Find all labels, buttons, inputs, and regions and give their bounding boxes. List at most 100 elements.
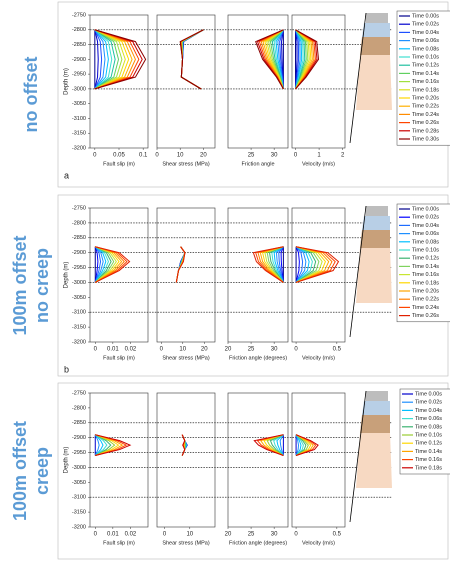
x-tick-label: 0.05 (113, 153, 125, 159)
legend-label: Time 0.20s (412, 288, 439, 294)
y-tick-label: -2950 (72, 450, 86, 456)
curve (181, 434, 186, 456)
plot-frame (227, 14, 289, 149)
y-tick-label: -3150 (72, 131, 86, 137)
y-tick-label: -2900 (72, 57, 86, 63)
curve (94, 434, 104, 456)
curve (295, 434, 304, 456)
curve (94, 29, 140, 90)
legend-label: Time 0.26s (412, 120, 439, 126)
curve (94, 29, 143, 90)
curve (180, 29, 204, 90)
y-tick-label: -3150 (72, 510, 86, 516)
legend-label: Time 0.16s (415, 457, 442, 463)
sketch-fault (349, 12, 367, 144)
sketch-fault (349, 390, 367, 523)
plot-frame (89, 207, 149, 343)
legend-box (396, 203, 450, 323)
plot-frame (227, 207, 289, 343)
row-label: creep (32, 447, 52, 495)
y-tick-label: -3000 (72, 465, 86, 471)
curve (263, 434, 284, 456)
x-tick-label: 25 (248, 347, 255, 353)
x-tick-label: 10 (186, 532, 193, 538)
y-tick-label: -2800 (72, 405, 86, 411)
legend-label: Time 0.28s (412, 128, 439, 134)
curve (94, 29, 106, 90)
y-tick-label: -2850 (72, 42, 86, 48)
x-tick-label: 2 (341, 153, 345, 159)
legend-label: Time 0.14s (412, 264, 439, 270)
legend-label: Time 0.06s (415, 416, 442, 422)
x-tick-label: 20 (201, 347, 208, 353)
curve (95, 434, 120, 456)
y-tick-label: -2750 (72, 205, 86, 211)
curve (94, 434, 108, 456)
plot-frame (291, 207, 346, 343)
plot-frame (291, 392, 346, 528)
curve (180, 29, 204, 90)
curve (266, 434, 284, 456)
x-axis-label: Friction angle (degrees) (229, 355, 287, 361)
curve (180, 29, 204, 90)
row-label: 100m offset (10, 421, 30, 521)
curve (94, 246, 99, 283)
legend-label: Time 0.12s (412, 63, 439, 69)
curve (94, 29, 113, 90)
curve (94, 29, 109, 90)
curve (295, 246, 317, 283)
curve (95, 434, 132, 457)
curve (280, 246, 284, 283)
y-tick-label: -3000 (72, 86, 86, 92)
geology-sketch (349, 390, 392, 523)
curve (94, 29, 130, 90)
x-axis-label: Fault slip (m) (103, 355, 135, 361)
y-tick-label: -3100 (72, 310, 86, 316)
curve (252, 246, 284, 283)
geology-sketch (349, 205, 392, 338)
curve (276, 434, 284, 456)
x-tick-label: 0 (155, 153, 159, 159)
y-tick-label: -3050 (72, 101, 86, 107)
curve (94, 246, 109, 283)
legend-label: Time 0.22s (412, 104, 439, 110)
y-tick-label: -3000 (72, 280, 86, 286)
x-axis-label: Shear stress (MPa) (162, 540, 210, 546)
legend-label: Time 0.08s (415, 424, 442, 430)
legend-label: Time 0.16s (412, 272, 439, 278)
x-axis-label: Velocity (m/s) (302, 355, 335, 361)
legend-label: Time 0.10s (412, 54, 439, 60)
y-tick-label: -2850 (72, 420, 86, 426)
row-label: 100m offset (10, 235, 30, 335)
x-axis-label: Shear stress (MPa) (162, 161, 210, 167)
curve (94, 29, 133, 90)
legend-label: Time 0.02s (415, 400, 442, 406)
x-tick-label: 0.02 (125, 532, 137, 538)
y-tick-label: -3150 (72, 325, 86, 331)
curve (180, 29, 204, 90)
x-tick-label: 0 (94, 347, 98, 353)
y-axis-label: Depth (m) (64, 447, 70, 474)
legend-label: Time 0.04s (412, 30, 439, 36)
legend-label: Time 0.10s (415, 432, 442, 438)
curve (180, 29, 204, 90)
y-tick-label: -2750 (72, 390, 86, 396)
y-tick-label: -2850 (72, 235, 86, 241)
curve (295, 434, 300, 456)
plot-frame (156, 392, 216, 528)
legend-label: Time 0.30s (412, 136, 439, 142)
sketch-cap (366, 206, 388, 216)
curve (179, 29, 204, 90)
legend-label: Time 0.08s (412, 239, 439, 245)
curve (94, 29, 103, 90)
y-tick-label: -2750 (72, 12, 86, 18)
plot-frame (156, 207, 216, 343)
x-tick-label: 0 (94, 532, 98, 538)
panel-letter: a (64, 170, 69, 180)
legend-label: Time 0.04s (415, 408, 442, 414)
curve (180, 29, 204, 90)
x-tick-label: 10 (179, 347, 186, 353)
x-axis-label: Fault slip (m) (103, 161, 135, 167)
legend-label: Time 0.20s (412, 95, 439, 101)
